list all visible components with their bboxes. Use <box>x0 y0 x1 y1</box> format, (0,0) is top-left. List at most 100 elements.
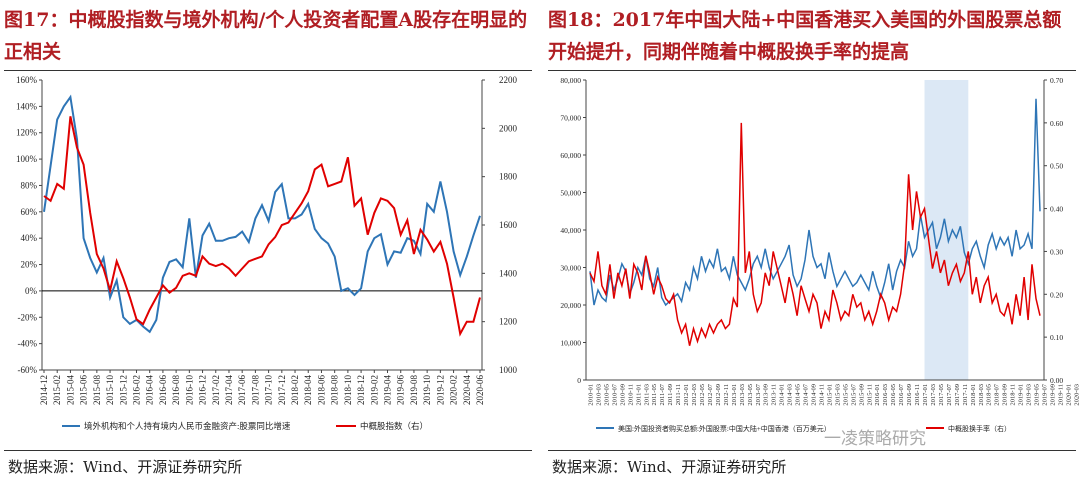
x-tick-label: 2019-04 <box>383 375 393 405</box>
y-right-tick-label: 1400 <box>499 268 518 278</box>
x-tick-label: 2010-11 <box>627 384 634 405</box>
x-tick-label: 2020-01 <box>1065 384 1072 406</box>
line-chart-17: -60% -40% -20% 0% 20% 40% 60% 80% 100% 120% 140% 16… <box>16 75 518 431</box>
x-tick-label: 2010-07 <box>611 383 618 405</box>
x-tick-label: 2018-05 <box>986 384 993 406</box>
x-tick-label: 2015-04 <box>65 375 75 405</box>
chart-title: 图18：2017年中国大陆+中国香港买入美国的外国股票总额开始提升，同期伴随着中… <box>548 9 1062 63</box>
y-left-tick-label: 100% <box>16 154 38 164</box>
x-tick-label: 2018-09 <box>1002 384 1009 406</box>
series-line <box>589 98 1041 307</box>
source-note: 数据来源：Wind、开源证券研究所 <box>8 458 243 476</box>
y-right-tick-label: 0.30 <box>1050 247 1063 256</box>
y-left-tick-label: 20,000 <box>560 301 581 310</box>
x-tick-label: 2013-01 <box>731 384 738 406</box>
y-left-tick-label: 140% <box>16 101 38 111</box>
x-tick-label: 2012-07 <box>707 383 714 405</box>
x-tick-label: 2015-11 <box>866 384 873 405</box>
y-left-tick-label: 80% <box>21 180 38 190</box>
x-tick-label: 2020-03 <box>1073 384 1080 406</box>
x-tick-label: 2015-06 <box>79 375 89 405</box>
y-left-tick-label: 40% <box>21 233 38 243</box>
x-tick-label: 2012-03 <box>691 384 698 406</box>
legend-label: 境外机构和个人持有境内人民币金融资产:股票同比增速 <box>84 421 291 431</box>
x-tick-label: 2019-03 <box>1026 384 1033 406</box>
y-right-tick-label: 1200 <box>499 317 518 327</box>
x-tick-label: 2015-12 <box>118 375 128 405</box>
y-left-tick-label: 60% <box>21 207 38 217</box>
y-left-tick-label: 60,000 <box>560 151 581 160</box>
legend-label: 中概股换手率（右） <box>948 424 1011 433</box>
x-tick-label: 2018-10 <box>343 375 353 405</box>
x-tick-label: 2017-04 <box>224 375 234 405</box>
x-tick-label: 2018-02 <box>290 375 300 405</box>
y-left-tick-label: -20% <box>18 312 38 322</box>
x-tick-label: 2019-02 <box>369 375 379 405</box>
x-tick-label: 2017-11 <box>962 384 969 405</box>
chart-panel-17: 图17：中概股指数与境外机构/个人投资者配置A股存在明显的正相关 -60% -40… <box>4 0 534 486</box>
x-tick-label: 2015-02 <box>52 375 62 405</box>
x-tick-label: 2015-03 <box>834 384 841 406</box>
x-tick-label: 2017-02 <box>211 375 221 405</box>
x-tick-label: 2016-11 <box>914 384 921 405</box>
x-tick-label: 2018-11 <box>1010 384 1017 405</box>
x-tick-label: 2015-08 <box>92 375 102 405</box>
x-tick-label: 2017-07 <box>946 383 953 405</box>
line-chart-18: 0 10,000 20,000 30,000 40,000 50,000 60,000 70,… <box>560 76 1080 433</box>
x-tick-label: 2014-03 <box>787 384 794 406</box>
y-left-tick-label: -60% <box>18 365 38 375</box>
x-tick-label: 2018-12 <box>356 375 366 405</box>
x-tick-label: 2017-10 <box>264 375 274 405</box>
series-line <box>43 116 481 337</box>
x-tick-label: 2014-09 <box>811 384 818 406</box>
y-left-tick-label: 80,000 <box>560 76 581 85</box>
source-rule <box>548 450 1076 451</box>
y-right-tick-label: 0.10 <box>1050 333 1063 342</box>
x-tick-label: 2010-03 <box>595 384 602 406</box>
x-tick-label: 2011-05 <box>651 384 658 405</box>
x-tick-label: 2013-09 <box>763 384 770 406</box>
x-tick-label: 2011-09 <box>667 384 674 405</box>
x-tick-label: 2019-10 <box>422 375 432 405</box>
y-right-tick-label: 2200 <box>499 75 518 85</box>
y-left-tick-label: 0% <box>25 286 38 296</box>
y-right-tick-label: 0.40 <box>1050 205 1063 214</box>
x-tick-label: 2017-01 <box>922 384 929 406</box>
x-tick-label: 2020-02 <box>449 375 459 405</box>
x-tick-label: 2014-11 <box>818 384 825 405</box>
x-tick-label: 2016-07 <box>898 383 905 405</box>
y-left-tick-label: 50,000 <box>560 189 581 198</box>
x-tick-label: 2010-09 <box>619 384 626 406</box>
y-left-tick-label: 0 <box>577 376 581 385</box>
x-tick-label: 2014-12 <box>39 375 49 405</box>
x-tick-label: 2017-09 <box>954 384 961 406</box>
x-tick-label: 2016-04 <box>145 375 155 405</box>
y-right-tick-label: 0.20 <box>1050 290 1063 299</box>
y-right-tick-label: 0.70 <box>1050 76 1063 85</box>
y-left-tick-label: 120% <box>16 128 38 138</box>
y-left-tick-label: 20% <box>21 260 38 270</box>
y-left-tick-label: 160% <box>16 75 38 85</box>
chart-panel-18: 图18：2017年中国大陆+中国香港买入美国的外国股票总额开始提升，同期伴随着中… <box>548 0 1080 486</box>
x-tick-label: 2013-11 <box>771 384 778 405</box>
watermark: 一凌策略研究 <box>824 429 926 449</box>
x-tick-label: 2018-07 <box>994 383 1001 405</box>
x-tick-label: 2010-05 <box>603 384 610 406</box>
x-tick-label: 2016-12 <box>198 375 208 405</box>
x-tick-label: 2017-06 <box>237 375 247 405</box>
legend-label: 中概股指数（右） <box>360 421 428 431</box>
x-tick-label: 2017-08 <box>250 375 260 405</box>
x-tick-label: 2016-09 <box>906 384 913 406</box>
x-tick-label: 2016-06 <box>158 375 168 405</box>
x-tick-label: 2012-01 <box>683 384 690 406</box>
x-tick-label: 2020-04 <box>462 375 472 405</box>
chart-title: 图17：中概股指数与境外机构/个人投资者配置A股存在明显的正相关 <box>4 9 528 63</box>
x-tick-label: 2019-01 <box>1018 384 1025 406</box>
x-tick-label: 2012-05 <box>699 384 706 406</box>
x-tick-label: 2015-07 <box>850 383 857 405</box>
source-rule <box>4 450 532 451</box>
x-tick-label: 2016-08 <box>171 375 181 405</box>
y-right-tick-label: 0.50 <box>1050 162 1063 171</box>
x-tick-label: 2015-01 <box>826 384 833 406</box>
x-tick-label: 2014-07 <box>803 383 810 405</box>
